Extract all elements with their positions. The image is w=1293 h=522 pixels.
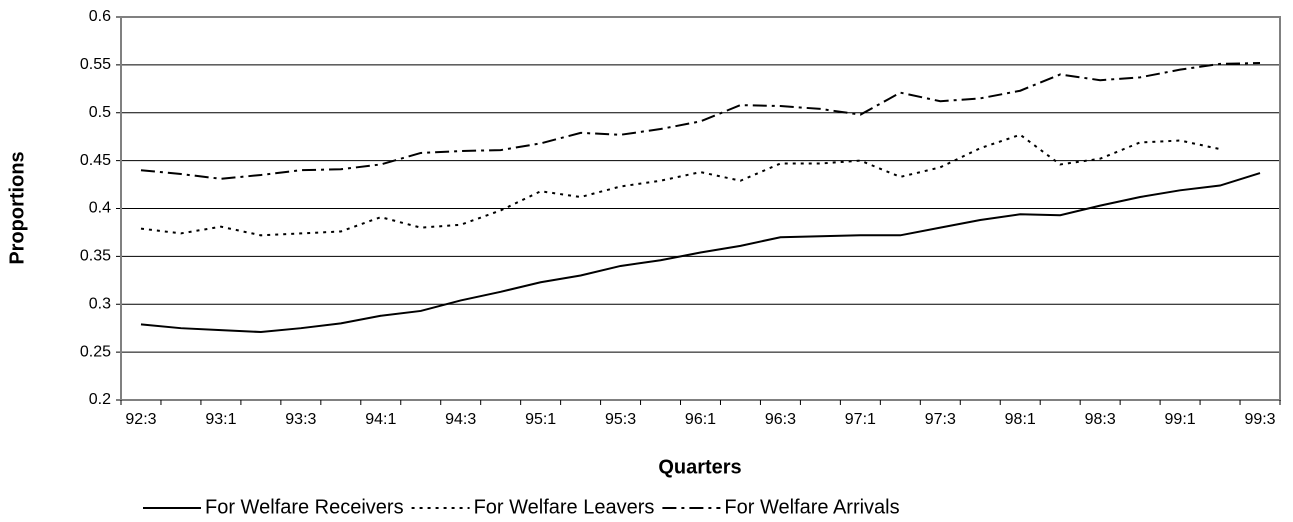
y-tick-label: 0.5	[89, 104, 111, 121]
x-tick-label: 97:1	[845, 411, 876, 428]
x-axis-title: Quarters	[658, 456, 741, 478]
series-line	[140, 133, 1221, 237]
series-line	[140, 172, 1261, 334]
x-tick-label: 98:3	[1085, 411, 1116, 428]
x-tick-label: 95:3	[605, 411, 636, 428]
x-tick-label: 99:3	[1244, 411, 1275, 428]
y-tick-label: 0.6	[89, 8, 111, 25]
y-tick-label: 0.4	[89, 200, 111, 217]
legend-label: For Welfare Arrivals	[724, 496, 899, 518]
plot-area	[120, 16, 1281, 401]
y-tick-label: 0.2	[89, 391, 111, 408]
legend-label: For Welfare Receivers	[205, 496, 404, 518]
x-tick-label: 93:3	[285, 411, 316, 428]
x-tick-label: 94:3	[445, 411, 476, 428]
x-tick-label: 96:1	[685, 411, 716, 428]
y-tick-label: 0.45	[80, 152, 111, 169]
x-tick-label: 98:1	[1005, 411, 1036, 428]
x-tick-label: 99:1	[1165, 411, 1196, 428]
series-line	[140, 61, 1261, 180]
x-tick-label: 92:3	[125, 411, 156, 428]
x-tick-label: 94:1	[365, 411, 396, 428]
x-tick-label: 93:1	[205, 411, 236, 428]
x-tick-label: 95:1	[525, 411, 556, 428]
y-tick-label: 0.35	[80, 248, 111, 265]
y-tick-label: 0.55	[80, 56, 111, 73]
y-tick-label: 0.3	[89, 295, 111, 312]
legend-label: For Welfare Leavers	[474, 496, 655, 518]
y-axis-title: Proportions	[6, 151, 28, 264]
x-tick-label: 96:3	[765, 411, 796, 428]
x-tick-label: 97:3	[925, 411, 956, 428]
y-tick-label: 0.25	[80, 343, 111, 360]
